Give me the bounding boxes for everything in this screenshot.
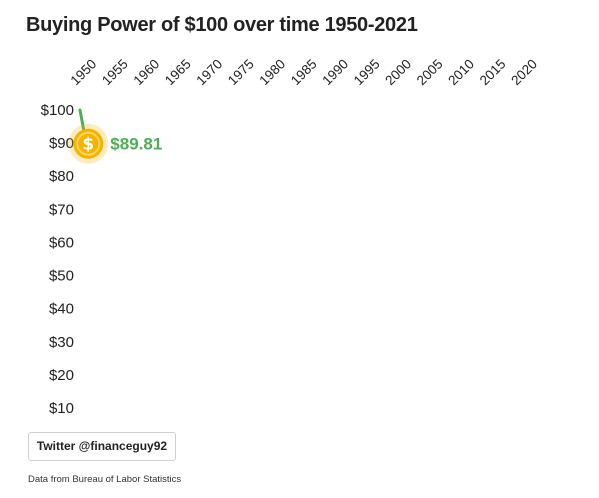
chart-title: Buying Power of $100 over time 1950-2021 xyxy=(26,14,418,36)
coin-rim xyxy=(76,131,101,156)
twitter-button[interactable]: Twitter @financeguy92 xyxy=(28,432,176,461)
x-tick-label: 1965 xyxy=(162,56,194,88)
y-tick-label: $60 xyxy=(49,234,74,251)
x-tick-label: 1990 xyxy=(319,56,351,88)
y-tick-label: $90 xyxy=(49,135,74,152)
x-tick-label: 2015 xyxy=(477,56,509,88)
value-annotation: $89.81 xyxy=(110,135,162,154)
x-tick-label: 2000 xyxy=(382,56,414,88)
coin-marker-group: $ $89.81 xyxy=(68,123,162,164)
y-tick-label: $70 xyxy=(49,201,74,218)
x-axis-ticks: 1950 1955 1960 1965 1970 1975 1980 1985 1990 1995… xyxy=(68,56,541,88)
x-tick-label: 2005 xyxy=(414,56,446,88)
y-tick-label: $20 xyxy=(49,367,74,384)
x-tick-label: 1955 xyxy=(99,56,131,88)
x-tick-label: 2020 xyxy=(508,56,540,88)
y-tick-label: $100 xyxy=(41,102,74,119)
dollar-sign-glyph: $ xyxy=(82,135,94,155)
x-tick-label: 2010 xyxy=(445,56,477,88)
x-tick-label: 1960 xyxy=(130,56,162,88)
y-tick-label: $10 xyxy=(49,400,74,417)
y-tick-label: $80 xyxy=(49,168,74,185)
y-tick-label: $40 xyxy=(49,301,74,318)
x-tick-label: 1980 xyxy=(256,56,288,88)
x-tick-label: 1950 xyxy=(68,56,100,88)
x-tick-label: 1985 xyxy=(288,56,320,88)
y-tick-label: $30 xyxy=(49,334,74,351)
x-tick-label: 1970 xyxy=(193,56,225,88)
source-note: Data from Bureau of Labor Statistics xyxy=(28,474,182,485)
y-tick-label: $50 xyxy=(49,268,74,285)
x-tick-label: 1975 xyxy=(225,56,257,88)
y-axis-ticks: $100 $90 $80 $70 $60 $50 $40 $30 $20 $10 xyxy=(41,102,74,417)
x-tick-label: 1995 xyxy=(351,56,383,88)
